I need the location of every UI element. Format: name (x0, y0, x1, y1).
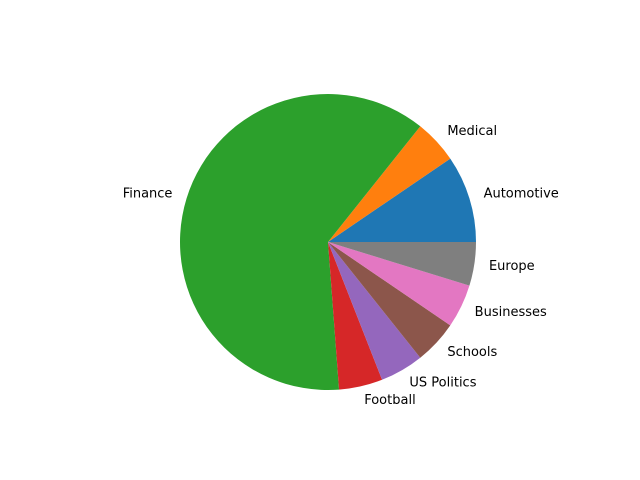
pie-slice-europe (328, 242, 476, 286)
pie-label-businesses: Businesses (475, 305, 547, 320)
pie-slice-schools (328, 242, 451, 358)
pie-label-finance: Finance (123, 187, 173, 202)
pie-slice-finance (180, 94, 421, 390)
pie-label-automotive: Automotive (484, 187, 559, 202)
pie-label-medical: Medical (447, 124, 497, 139)
pie-slice-automotive (328, 158, 476, 242)
pie-label-schools: Schools (447, 345, 497, 360)
pie-slice-football (328, 242, 383, 390)
pie-slice-us-politics (328, 242, 421, 380)
pie-label-us-politics: US Politics (409, 375, 476, 390)
pie-slices (180, 94, 476, 390)
pie-slice-medical (328, 126, 451, 242)
pie-labels: Automotive Medical Finance Football US Polit… (123, 124, 559, 408)
pie-slice-businesses (328, 242, 470, 326)
pie-label-football: Football (364, 393, 415, 408)
pie-label-europe: Europe (489, 259, 535, 274)
